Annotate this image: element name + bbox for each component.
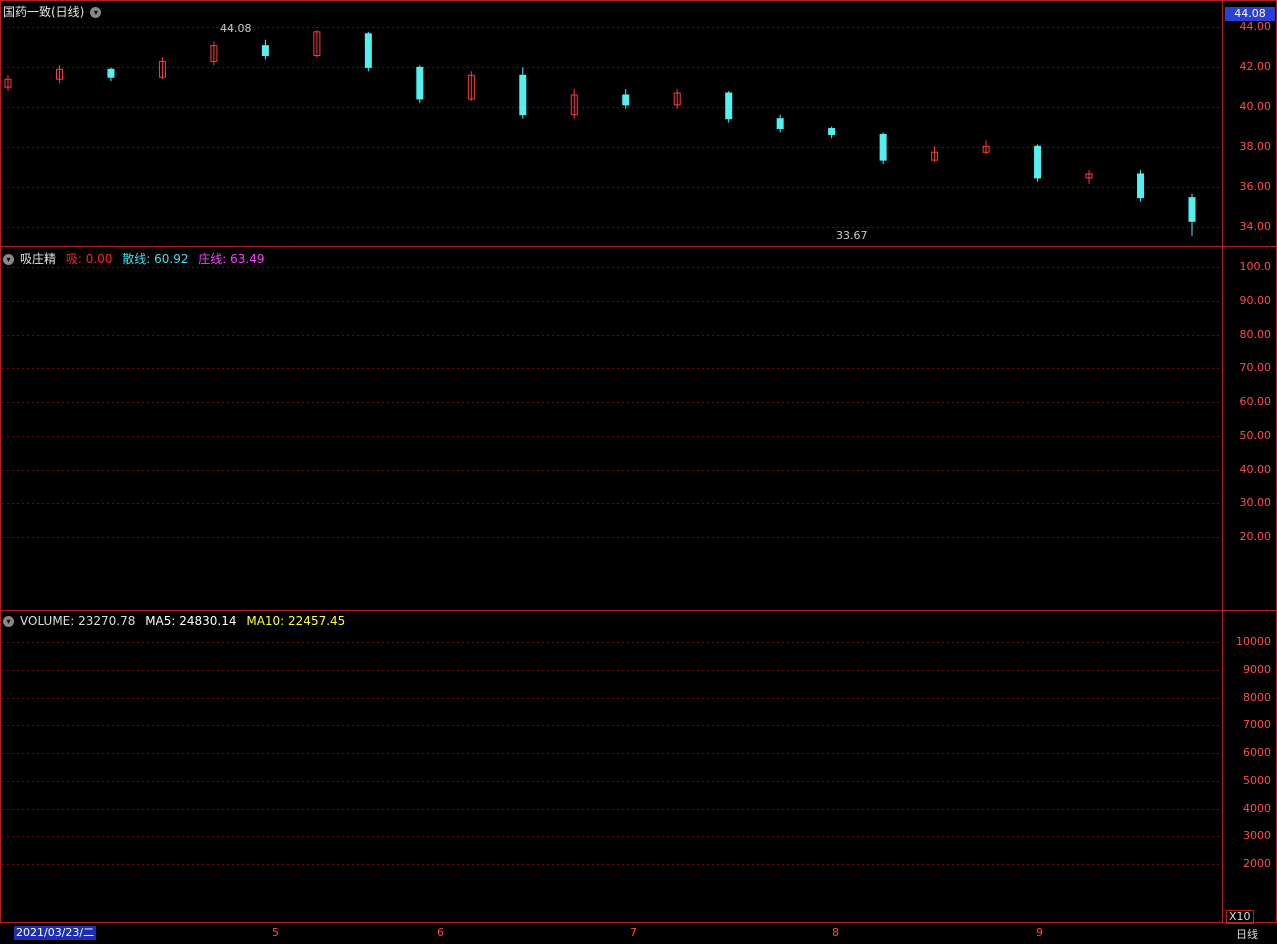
candle-body <box>261 45 269 57</box>
volume-ma10: MA10: 22457.45 <box>246 614 346 628</box>
y-tick-label: 8000 <box>1243 690 1271 704</box>
volume-value: VOLUME: 23270.78 <box>20 614 136 628</box>
candle-body <box>622 94 630 106</box>
cursor-date-label: 2021/03/23/二 <box>14 926 97 940</box>
x-month-label: 8 <box>832 926 839 939</box>
y-tick-label: 7000 <box>1243 718 1271 732</box>
candle-body <box>55 68 63 80</box>
indicator-series-zhuangxian: 庄线: 63.49 <box>198 252 265 266</box>
y-tick-label: 9000 <box>1243 662 1271 676</box>
candle-body <box>416 66 424 100</box>
y-tick-label: 5000 <box>1243 773 1271 787</box>
chevron-down-icon[interactable]: ▾ <box>3 616 14 627</box>
chevron-down-icon[interactable]: ▾ <box>3 254 14 265</box>
indicator-series-sanxian: 散线: 60.92 <box>122 252 189 266</box>
candle-body <box>982 145 990 153</box>
y-tick-label: 30.00 <box>1239 496 1272 510</box>
y-tick-label: 42.00 <box>1239 60 1272 73</box>
candle-body <box>210 45 218 62</box>
x-month-label: 7 <box>630 926 637 939</box>
candle-body <box>1034 145 1042 179</box>
y-tick-label: 60.00 <box>1239 395 1272 408</box>
x-month-label: 9 <box>1036 926 1043 939</box>
candle-body <box>519 74 527 116</box>
y-tick-label: 36.00 <box>1239 180 1272 193</box>
candle-body <box>828 128 836 135</box>
low-price-label: 33.67 <box>836 229 868 242</box>
candle-body <box>931 151 939 161</box>
y-tick-label: 100.0 <box>1239 260 1272 273</box>
y-tick-label: 70.00 <box>1239 361 1272 375</box>
y-tick-label: 4000 <box>1243 801 1271 815</box>
volume-ma5: MA5: 24830.14 <box>145 614 237 628</box>
candle-body <box>158 60 166 78</box>
chevron-down-icon[interactable]: ▾ <box>90 7 102 18</box>
candle-body <box>776 118 784 130</box>
candle-body <box>364 33 372 68</box>
candle-body <box>107 68 115 78</box>
price-title: 国药一致(日线) <box>3 5 85 19</box>
candle-body <box>570 94 578 116</box>
period-button[interactable]: 日线 <box>1236 928 1258 941</box>
y-tick-label: 40.00 <box>1239 462 1272 476</box>
y-tick-label: 90.00 <box>1239 293 1272 307</box>
indicator-name: 吸庄精 <box>20 252 57 266</box>
y-tick-label: 50.00 <box>1239 428 1272 442</box>
volume-unit: X10 <box>1226 910 1254 924</box>
last-price-badge: 44.08 <box>1225 7 1275 21</box>
y-tick-label: 38.00 <box>1239 140 1272 153</box>
candle-body <box>725 92 733 120</box>
high-price-label: 44.08 <box>220 22 252 35</box>
y-tick-label: 3000 <box>1243 829 1271 843</box>
y-tick-label: 44.00 <box>1239 20 1272 33</box>
indicator-panel-header: ▾ 吸庄精 吸: 0.00 散线: 60.92 庄线: 63.49 <box>3 250 271 268</box>
y-tick-label: 2000 <box>1243 857 1271 870</box>
candle-body <box>1085 173 1093 179</box>
candle-body <box>313 31 321 57</box>
candle-body <box>673 92 681 106</box>
y-tick-label: 6000 <box>1243 746 1271 759</box>
candle-body <box>1137 173 1145 199</box>
y-tick-label: 34.00 <box>1239 220 1272 233</box>
x-month-label: 6 <box>437 926 444 939</box>
candle-body <box>4 78 12 88</box>
price-panel-header: 国药一致(日线) ▾ <box>3 3 107 21</box>
y-tick-label: 80.00 <box>1239 327 1272 341</box>
y-tick-label: 20.00 <box>1239 530 1272 543</box>
volume-panel-header: ▾ VOLUME: 23270.78 MA5: 24830.14 MA10: 22… <box>3 612 351 630</box>
candle-body <box>879 133 887 161</box>
candle-body <box>467 74 475 100</box>
x-month-label: 5 <box>272 926 279 939</box>
y-tick-label: 40.00 <box>1239 100 1272 113</box>
candle-body <box>1188 197 1196 222</box>
y-tick-label: 10000 <box>1236 635 1271 648</box>
indicator-series-xi: 吸: 0.00 <box>65 252 113 266</box>
